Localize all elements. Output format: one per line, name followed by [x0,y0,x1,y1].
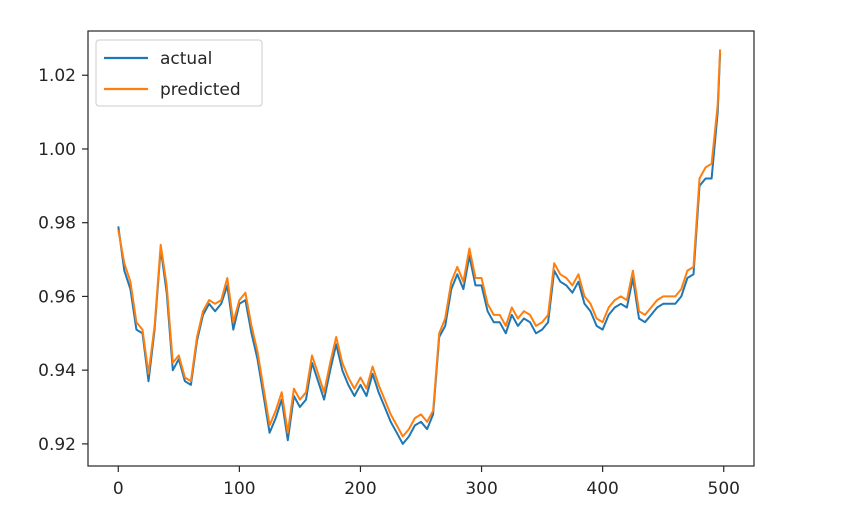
x-tick-label: 100 [223,479,255,499]
y-tick-label: 0.98 [38,214,76,234]
y-tick-label: 0.96 [38,287,76,307]
x-tick-label: 300 [465,479,497,499]
y-axis: 0.92 0.94 0.96 0.98 1.00 1.02 [38,66,88,455]
plot-area [87,30,755,467]
series-line-predicted [117,49,722,438]
y-tick-label: 1.00 [38,140,76,160]
legend-label-predicted: predicted [160,80,241,100]
legend-label-actual: actual [160,49,212,69]
plot-frame [87,30,755,467]
x-tick-label: 400 [586,479,618,499]
legend: actual predicted [95,39,263,107]
x-tick-label: 0 [113,479,124,499]
y-tick-label: 0.92 [38,435,76,455]
x-axis: 0 100 200 300 400 500 [113,466,740,499]
series-line-actual [117,53,722,445]
x-tick-label: 200 [344,479,376,499]
y-tick-label: 0.94 [38,361,76,381]
series-group [117,49,722,445]
y-tick-label: 1.02 [38,66,76,86]
x-tick-label: 500 [708,479,740,499]
